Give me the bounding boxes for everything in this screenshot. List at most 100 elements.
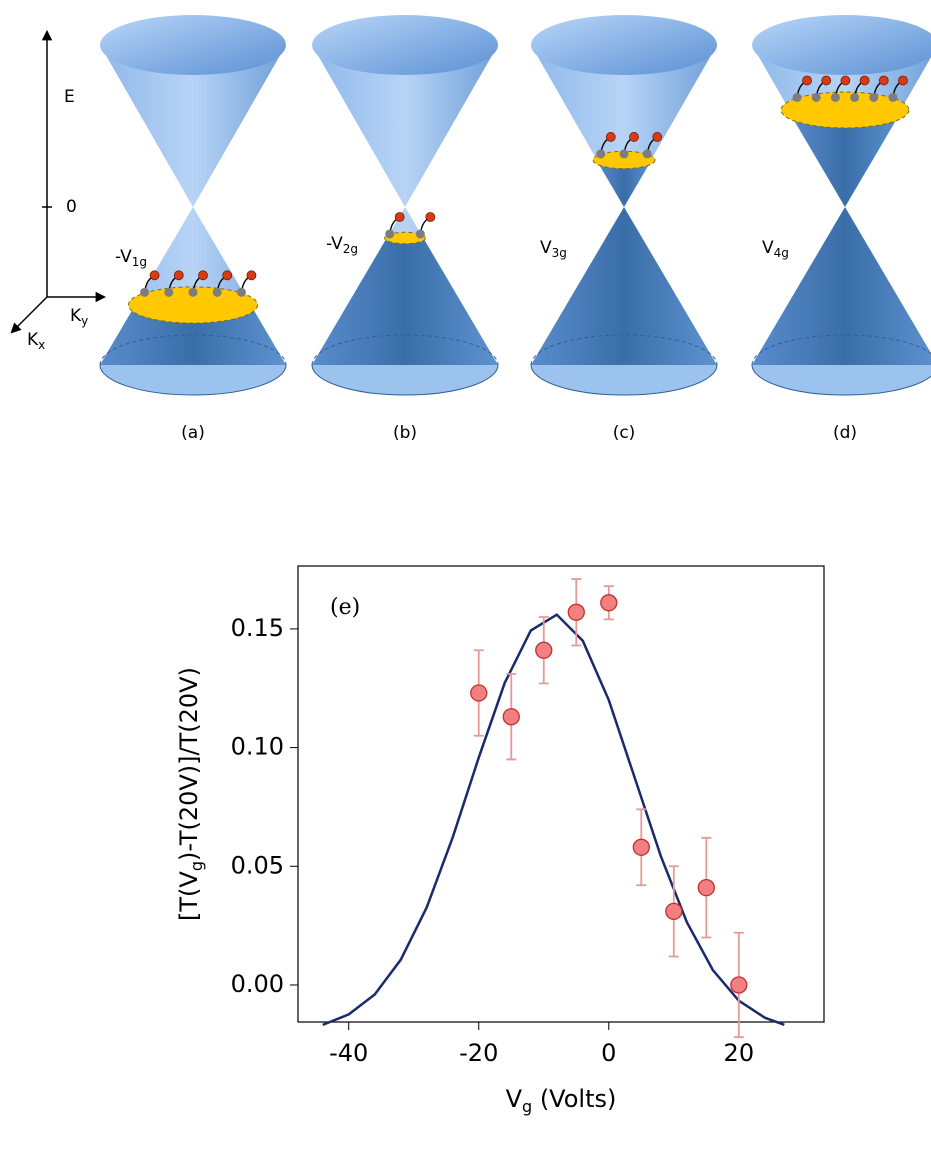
x-label-sub: g (522, 1097, 532, 1116)
data-point (502, 708, 520, 726)
fermi-disc (384, 231, 426, 245)
gate-main: -V (326, 234, 343, 254)
upper-cone (312, 45, 498, 207)
gate-sub: 1g (132, 255, 147, 269)
hole (385, 229, 395, 239)
y-label-rest: )-T(20V)]/T(20V) (175, 667, 203, 861)
kx-axis (10, 296, 48, 334)
x-label-rest: (Volts) (532, 1085, 616, 1113)
electron (840, 75, 851, 86)
e-label: E (64, 87, 75, 107)
cone-panel: V3g (c) (530, 15, 718, 443)
x-tick-label: 0 (601, 1039, 616, 1067)
gate-label: -V2g (326, 234, 358, 256)
hole (164, 287, 174, 297)
panel-caption: (c) (613, 423, 636, 443)
gate-label: -V1g (115, 247, 147, 269)
top-lid (100, 15, 286, 75)
ky-main: K (70, 306, 82, 326)
zero-label: 0 (66, 197, 77, 217)
gate-label: V3g (540, 238, 567, 260)
top-lid (752, 15, 931, 75)
bottom-base (530, 364, 718, 396)
electron (821, 75, 832, 86)
hole (830, 92, 840, 102)
plot-frame (297, 565, 825, 1023)
gate-label: V4g (762, 238, 789, 260)
hole (188, 287, 198, 297)
fermi-disc (127, 286, 259, 324)
hole (140, 287, 150, 297)
hole (888, 92, 898, 102)
hole (236, 287, 246, 297)
electron (652, 132, 663, 142)
x-axis-label: Vg (Volts) (506, 1085, 617, 1116)
y-tick-label: 0.15 (231, 614, 284, 642)
data-point (600, 594, 618, 612)
gate-sub: 2g (343, 242, 358, 256)
cone-panel: -V2g (b) (311, 15, 499, 443)
data-point (470, 684, 488, 702)
y-tick-label: 0.10 (231, 733, 284, 761)
x-tick-label: -40 (329, 1039, 368, 1067)
cones: -V1g(a)-V2g(b)V3g(c)V4g(d) (99, 15, 931, 443)
panel-caption: (a) (181, 423, 205, 443)
electron (898, 75, 908, 86)
gate-sub: 4g (774, 246, 789, 260)
upper-cone (531, 45, 717, 207)
data-point (632, 838, 650, 856)
plot: (e) Vg (Volts) [T(Vg)-T(20V)]/T(20V) -40… (175, 565, 825, 1116)
top-lid (312, 15, 498, 75)
lower-cone (531, 207, 717, 365)
bottom-base-back (751, 334, 931, 366)
panel-annotation: (e) (330, 595, 360, 620)
x-tick-label: 20 (724, 1039, 755, 1067)
hole (869, 92, 879, 102)
cone-panel: V4g (d) (751, 15, 931, 443)
fermi-disc (780, 91, 910, 129)
data-point (697, 878, 715, 897)
kx-sub: x (38, 338, 45, 352)
hole (619, 149, 629, 159)
hole (792, 92, 802, 102)
panel-caption: (d) (833, 423, 857, 443)
kx-main: K (27, 330, 39, 350)
ky-label: Ky (70, 306, 88, 328)
data-point (730, 976, 748, 994)
bottom-base-back (99, 334, 287, 366)
data-point (535, 641, 553, 659)
gate-main: V (762, 238, 774, 258)
hole (642, 149, 652, 159)
electron (425, 212, 436, 222)
y-label-sub: g (187, 861, 206, 871)
y-label-main: [T(V (175, 871, 203, 921)
electron (198, 270, 208, 281)
x-label-main: V (506, 1085, 523, 1113)
electron (222, 270, 233, 281)
hole (212, 287, 222, 297)
electron (149, 270, 160, 281)
bottom-base (751, 364, 931, 396)
filled-states (100, 305, 286, 365)
top-lid (531, 15, 717, 75)
electron (859, 75, 870, 86)
hole (811, 92, 821, 102)
bottom-base-back (311, 334, 499, 366)
cone-panel: -V1g (a) (99, 15, 287, 443)
gate-sub: 3g (552, 246, 567, 260)
gate-main: V (540, 238, 552, 258)
electron (605, 132, 616, 142)
bottom-base (99, 364, 287, 396)
lower-cone (752, 207, 931, 365)
ky-sub: y (81, 314, 88, 328)
electron (246, 270, 257, 281)
hole (415, 229, 425, 239)
electron (629, 132, 639, 142)
electron (802, 75, 812, 86)
hole (596, 149, 606, 159)
fit-curve (322, 613, 785, 1027)
energy-axes: E 0 Ky Kx (10, 29, 107, 352)
y-tick-label: 0.05 (231, 851, 284, 879)
